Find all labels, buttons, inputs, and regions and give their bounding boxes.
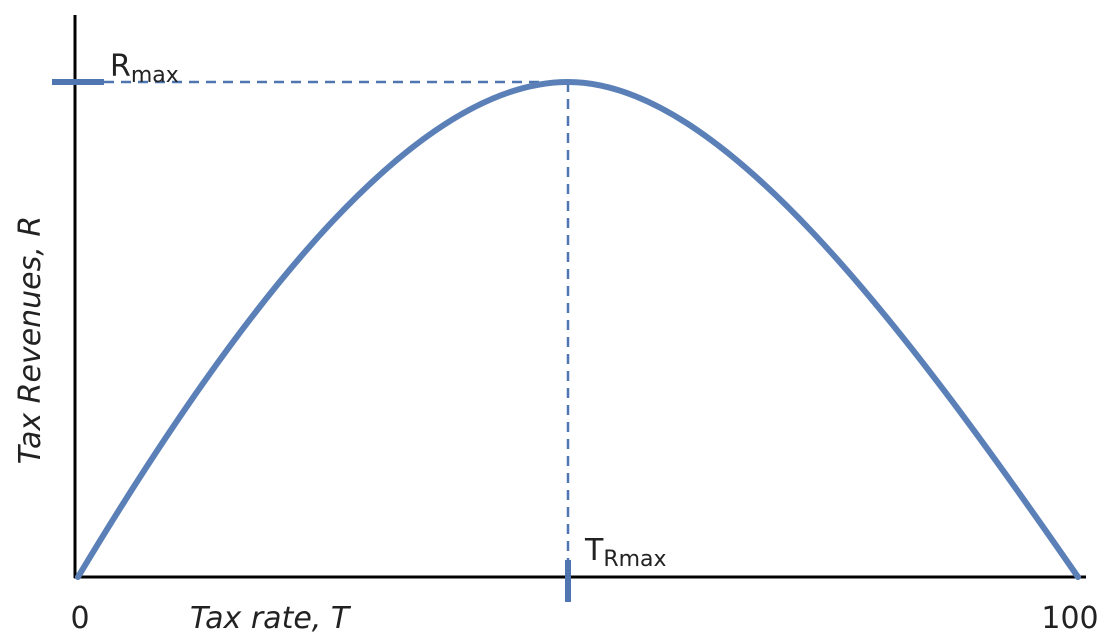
peak-rate-label: TRmax: [584, 533, 667, 572]
x-axis-label: Tax rate, T: [190, 601, 352, 635]
y-axis-label: Tax Revenues, R: [13, 216, 48, 464]
peak-rate-base: T: [584, 533, 604, 568]
peak-revenue-label: Rmax: [110, 49, 179, 88]
peak-revenue-base: R: [110, 49, 131, 84]
peak-revenue-sub: max: [131, 63, 179, 88]
x-tick-label: 0: [70, 601, 89, 635]
x-tick-label: 100: [1041, 601, 1098, 635]
peak-rate-sub: Rmax: [603, 547, 666, 572]
laffer-curve: [75, 78, 1081, 580]
